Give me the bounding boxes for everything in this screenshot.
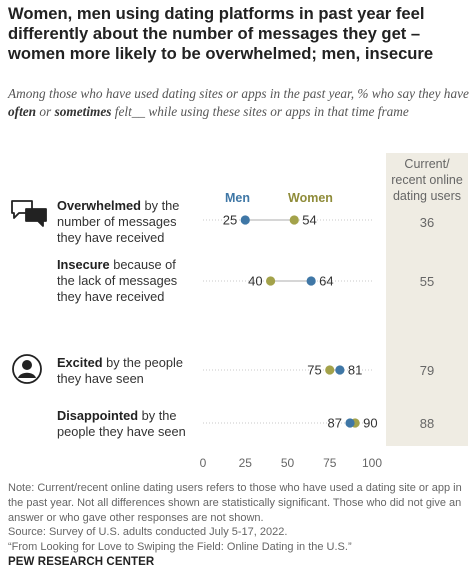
dot-plot: 25 54 40 64 75 81 87 90 0 25 50 75 100 xyxy=(200,213,383,471)
pew-logo-text: PEW RESEARCH CENTER xyxy=(8,556,155,568)
label-women-disappointed: 90 xyxy=(363,416,377,431)
chat-bubbles-icon xyxy=(11,200,47,227)
point-women-excited xyxy=(325,365,335,375)
x-tick-25: 25 xyxy=(239,456,253,470)
users-value-excited: 79 xyxy=(419,363,435,378)
point-men-overwhelmed xyxy=(240,215,250,225)
x-tick-75: 75 xyxy=(323,456,337,470)
users-value-overwhelmed: 36 xyxy=(419,215,435,230)
users-value-insecure: 55 xyxy=(419,274,435,289)
chart-subtitle: Among those who have used dating sites o… xyxy=(8,85,470,121)
users-value-disappointed: 88 xyxy=(419,416,435,431)
source-text: Source: Survey of U.S. adults conducted … xyxy=(8,526,288,539)
row-label-insecure: Insecure because of the lack of messages… xyxy=(57,257,178,304)
note-text: Note: Current/recent online dating users… xyxy=(8,482,462,524)
x-tick-0: 0 xyxy=(200,456,207,470)
label-men-disappointed: 87 xyxy=(328,416,342,431)
legend-women: Women xyxy=(288,191,333,205)
point-men-insecure xyxy=(306,276,316,286)
subtitle-part1: Among those who have used dating sites o… xyxy=(8,86,469,101)
label-women-overwhelmed: 54 xyxy=(302,213,316,228)
row-label-excited: Excited by the people they have seen xyxy=(57,355,183,386)
x-tick-50: 50 xyxy=(281,456,295,470)
point-men-disappointed xyxy=(345,418,355,428)
label-women-insecure: 40 xyxy=(248,274,262,289)
label-men-overwhelmed: 25 xyxy=(223,213,237,228)
report-title: “From Looking for Love to Swiping the Fi… xyxy=(8,541,352,554)
point-women-overwhelmed xyxy=(289,215,299,225)
subtitle-part2: felt__ while using these sites or apps i… xyxy=(111,104,409,119)
x-tick-100: 100 xyxy=(362,456,382,470)
label-men-insecure: 64 xyxy=(319,274,333,289)
legend-men: Men xyxy=(225,191,250,205)
row-label-disappointed: Disappointed by the people they have see… xyxy=(57,408,186,439)
label-men-excited: 81 xyxy=(348,363,362,378)
point-men-excited xyxy=(335,365,345,375)
users-column-panel xyxy=(386,153,468,446)
person-icon xyxy=(12,354,42,384)
users-column-header: Current/ recent online dating users xyxy=(391,157,463,203)
label-women-excited: 75 xyxy=(307,363,321,378)
point-women-insecure xyxy=(266,276,276,286)
chart-notes: Note: Current/recent online dating users… xyxy=(8,481,470,555)
subtitle-sometimes: sometimes xyxy=(54,104,112,119)
chart-title: Women, men using dating platforms in pas… xyxy=(8,4,434,63)
subtitle-often: often xyxy=(8,104,37,119)
subtitle-or: or xyxy=(36,104,55,119)
row-label-overwhelmed: Overwhelmed by the number of messages th… xyxy=(57,198,180,245)
